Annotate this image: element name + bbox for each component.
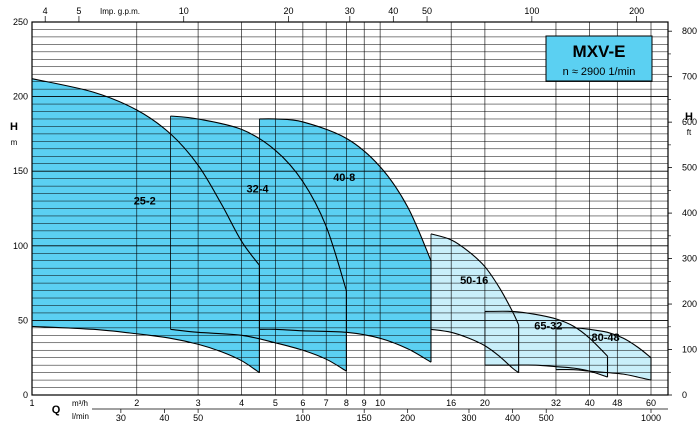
curve-label-80-48: 80-48	[591, 332, 619, 344]
x-m3h-tick-label: 8	[344, 398, 349, 408]
curve-lines	[31, 78, 652, 381]
x-label-m3h: m³/h	[72, 399, 88, 408]
grid	[31, 22, 668, 395]
curve-label-40-8: 40-8	[333, 172, 355, 184]
x-m3h-tick-label: 10	[375, 398, 385, 408]
x-lmin-tick-label: 500	[539, 413, 554, 423]
series-upper-65-32	[484, 310, 608, 357]
y-right-tick-label: 700	[682, 72, 697, 82]
y-left-label-unit: m	[11, 138, 18, 147]
y-left-label-h: H	[10, 121, 18, 133]
x-m3h-tick-label: 32	[551, 398, 561, 408]
y-right-tick-label: 400	[682, 208, 697, 218]
x-m3h-tick-label: 60	[646, 398, 656, 408]
x-m3h-tick-label: 2	[134, 398, 139, 408]
x-m3h-tick-label: 40	[585, 398, 595, 408]
y-right-tick-label: 800	[682, 26, 697, 36]
y-left-tick-label: 100	[13, 241, 28, 251]
y-right-tick-label: 200	[682, 299, 697, 309]
x-m3h-tick-label: 48	[612, 398, 622, 408]
x-lmin-tick-label: 40	[159, 413, 169, 423]
series-upper-32-4	[170, 115, 347, 291]
series-upper-25-2	[31, 78, 260, 266]
x-m3h-tick-label: 9	[362, 398, 367, 408]
x-gpm-tick-label: 5	[76, 6, 81, 16]
chart-subtitle: n ≈ 2900 1/min	[563, 66, 636, 78]
chart-title: MXV-E	[573, 42, 626, 61]
y-left-tick-label: 0	[23, 390, 28, 400]
x-label-q: Q	[52, 404, 61, 416]
series-lower-32-4	[170, 328, 347, 372]
y-left-tick-label: 150	[13, 166, 28, 176]
x-m3h-tick-label: 7	[324, 398, 329, 408]
curve-fills	[32, 78, 651, 381]
title-box	[545, 35, 653, 82]
series-lower-80-48	[555, 368, 652, 381]
curve-label-32-4: 32-4	[246, 184, 269, 196]
x-m3h-tick-label: 4	[239, 398, 244, 408]
x-label-gpm: Imp. g.p.m.	[100, 7, 140, 16]
curve-label-50-16: 50-16	[460, 275, 488, 287]
curve-label-25-2: 25-2	[134, 196, 156, 208]
y-right-tick-label: 500	[682, 163, 697, 173]
y-right-label-h: H	[685, 111, 693, 123]
x-m3h-tick-label: 5	[273, 398, 278, 408]
x-m3h-tick-label: 20	[480, 398, 490, 408]
x-gpm-tick-label: 4	[43, 6, 48, 16]
x-gpm-tick-label: 10	[179, 6, 189, 16]
plot-frame	[31, 16, 672, 413]
series-fill-40-8	[259, 118, 431, 363]
x-m3h-tick-label: 6	[300, 398, 305, 408]
x-lmin-tick-label: 30	[116, 413, 126, 423]
series-upper-40-8	[259, 118, 432, 261]
x-label-lmin: l/min	[72, 412, 89, 421]
x-lmin-tick-label: 400	[505, 413, 520, 423]
x-m3h-tick-label: 16	[446, 398, 456, 408]
series-upper-80-48	[555, 327, 652, 359]
x-lmin-tick-label: 50	[193, 413, 203, 423]
y-right-tick-label: 100	[682, 345, 697, 355]
x-gpm-tick-label: 200	[629, 6, 644, 16]
y-left-tick-label: 200	[13, 92, 28, 102]
x-lmin-tick-label: 300	[461, 413, 476, 423]
y-left-tick-label: 50	[18, 315, 28, 325]
y-right-tick-label: 0	[682, 390, 687, 400]
x-gpm-tick-label: 20	[284, 6, 294, 16]
x-lmin-tick-label: 200	[400, 413, 415, 423]
x-gpm-tick-label: 30	[345, 6, 355, 16]
y-left-tick-label: 250	[13, 17, 28, 27]
x-m3h-tick-label: 1	[29, 398, 34, 408]
y-right-tick-label: 300	[682, 254, 697, 264]
series-lower-25-2	[31, 325, 260, 374]
x-gpm-tick-label: 50	[422, 6, 432, 16]
x-lmin-tick-label: 100	[295, 413, 310, 423]
chart-text: 25-232-440-850-1665-3280-480501001502002…	[10, 6, 697, 423]
x-gpm-tick-label: 40	[388, 6, 398, 16]
x-lmin-tick-label: 1000	[641, 413, 661, 423]
y-right-tick-label: 600	[682, 117, 697, 127]
x-gpm-tick-label: 100	[524, 6, 539, 16]
y-right-label-unit: ft	[687, 128, 692, 137]
x-m3h-tick-label: 3	[196, 398, 201, 408]
x-lmin-tick-label: 150	[357, 413, 372, 423]
curve-label-65-32: 65-32	[534, 320, 562, 332]
series-lower-40-8	[259, 328, 432, 363]
